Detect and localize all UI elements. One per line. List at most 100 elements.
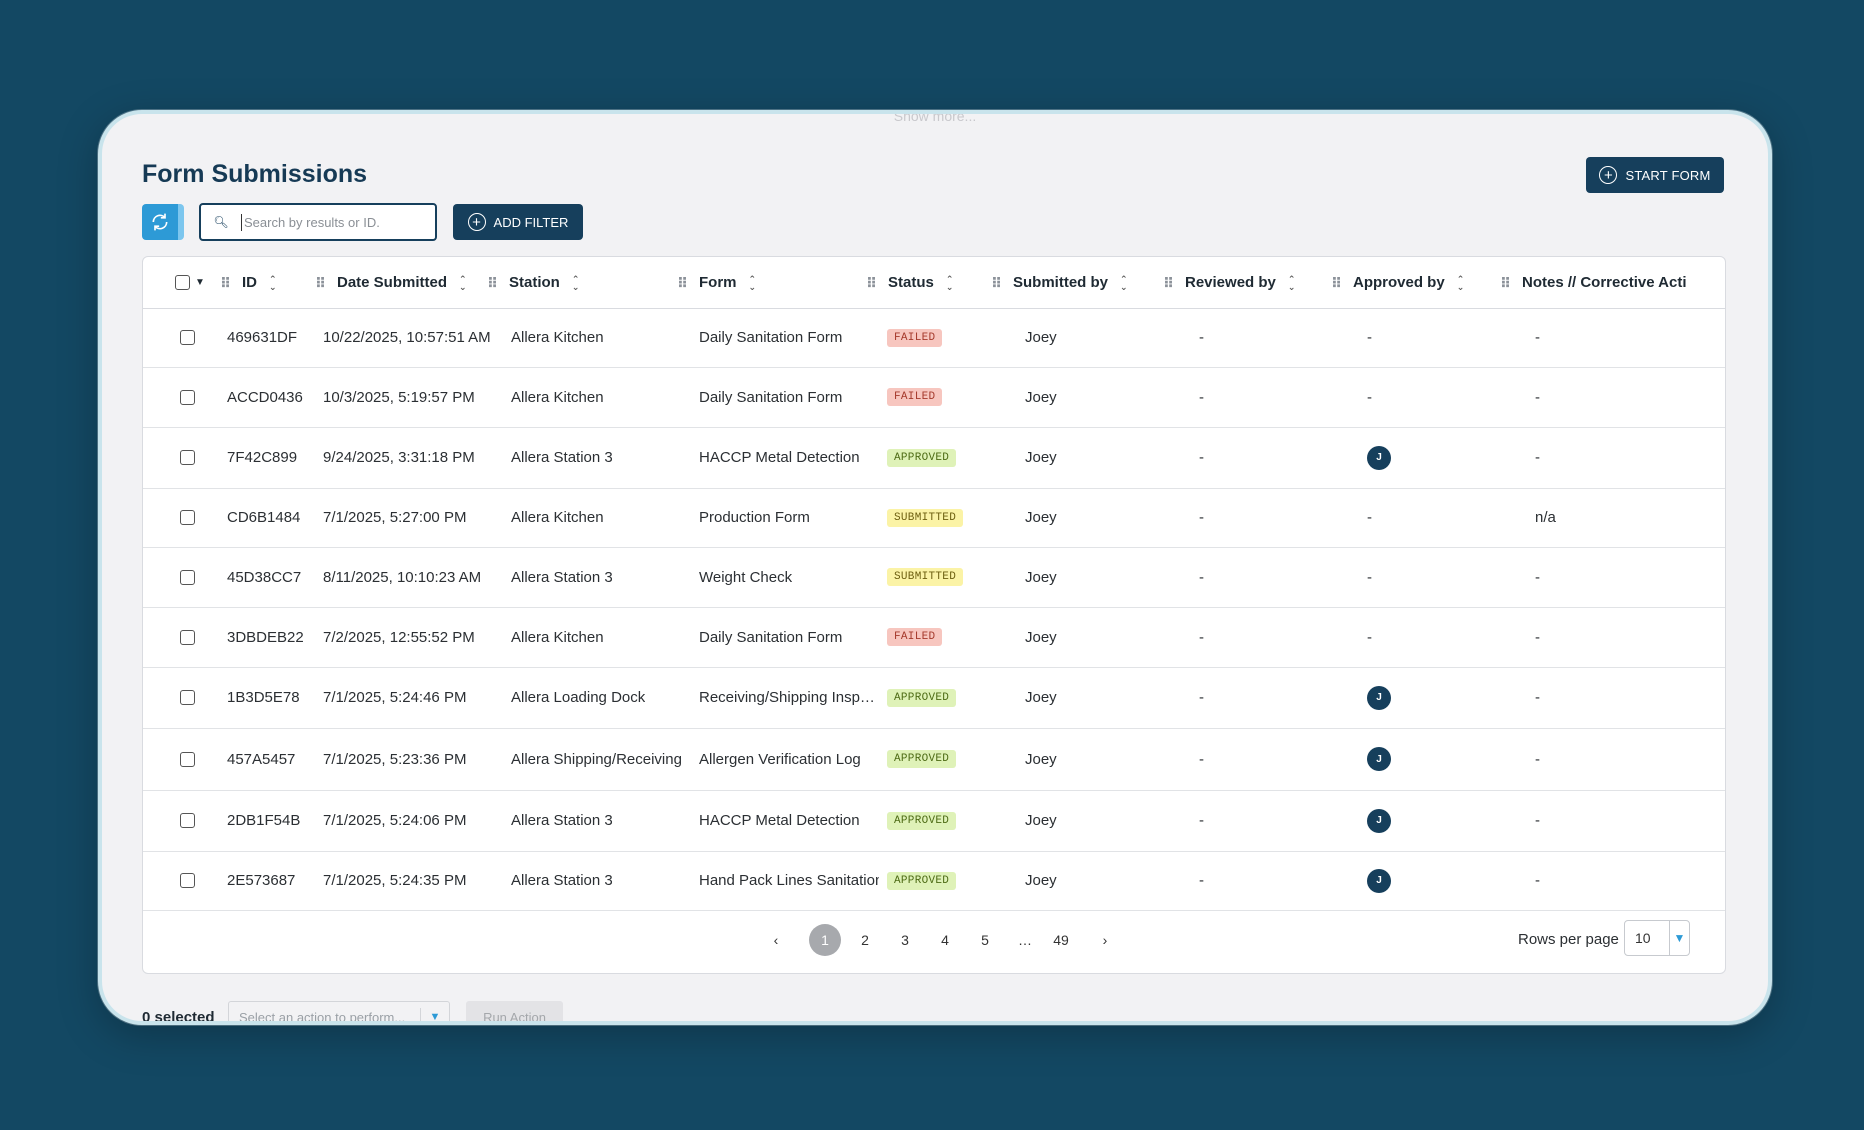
avatar[interactable]: J: [1367, 747, 1391, 771]
cell-text: Allera Loading Dock: [511, 689, 646, 706]
table-row[interactable]: 3DBDEB22 7/2/2025, 12:55:52 PM Allera Kitc…: [143, 607, 1725, 668]
cell-text: Daily Sanitation Form: [699, 329, 843, 346]
caret-down-icon[interactable]: ▼: [420, 1008, 449, 1021]
avatar[interactable]: J: [1367, 685, 1391, 710]
column-header-approved-by[interactable]: ⠿ Approved by ⌃ ⌄: [1331, 257, 1464, 308]
table-row[interactable]: 457A5457 7/1/2025, 5:23:36 PM Allera Shipp…: [143, 728, 1725, 791]
sort-icon[interactable]: ⌃ ⌄: [1287, 273, 1296, 292]
cell-reviewed-by: -: [1199, 607, 1204, 667]
row-select-cell: [180, 308, 195, 367]
row-checkbox[interactable]: [180, 569, 195, 585]
next-page-button[interactable]: ›: [1102, 932, 1108, 948]
drag-handle-icon[interactable]: ⠿: [866, 274, 877, 291]
cell-submitted-by: Joey: [1025, 308, 1057, 367]
table-row[interactable]: 2DB1F54B 7/1/2025, 5:24:06 PM Allera Stati…: [143, 790, 1725, 852]
cell-status: FAILED: [887, 607, 943, 667]
action-select[interactable]: Select an action to perform... ▼: [228, 1001, 450, 1021]
cell-reviewed-by: -: [1199, 367, 1204, 427]
rows-per-page-select[interactable]: 10 ▼: [1624, 920, 1690, 956]
column-header-submitted-by[interactable]: ⠿ Submitted by ⌃ ⌄: [991, 257, 1128, 308]
cell-submitted-by: Joey: [1025, 427, 1057, 488]
cell-text: -: [1367, 568, 1372, 586]
search-input[interactable]: [241, 213, 426, 231]
row-checkbox[interactable]: [180, 751, 195, 767]
caret-down-icon[interactable]: ▼: [1669, 921, 1689, 955]
add-filter-button[interactable]: + ADD FILTER: [453, 204, 583, 240]
drag-handle-icon[interactable]: ⠿: [487, 274, 498, 291]
column-header-station[interactable]: ⠿ Station ⌃ ⌄: [487, 257, 579, 308]
cell-form: Production Form: [699, 488, 810, 547]
column-header-reviewed-by[interactable]: ⠿ Reviewed by ⌃ ⌄: [1163, 257, 1295, 308]
run-action-button[interactable]: Run Action: [466, 1001, 563, 1021]
table-row[interactable]: CD6B1484 7/1/2025, 5:27:00 PM Allera Kitch…: [143, 488, 1725, 548]
row-checkbox[interactable]: [180, 813, 195, 828]
cell-approved-by: -: [1367, 488, 1372, 547]
start-form-button[interactable]: + START FORM: [1586, 157, 1724, 193]
table-row[interactable]: 1B3D5E78 7/1/2025, 5:24:46 PM Allera Loadi…: [143, 667, 1725, 729]
drag-handle-icon[interactable]: ⠿: [315, 274, 326, 291]
row-checkbox[interactable]: [180, 450, 195, 465]
column-header-id[interactable]: ⠿ ID ⌃ ⌄: [220, 257, 277, 308]
drag-handle-icon[interactable]: ⠿: [1500, 274, 1511, 291]
table-row[interactable]: 2E573687 7/1/2025, 5:24:35 PM Allera Stati…: [143, 851, 1725, 911]
caret-down-icon[interactable]: ▼: [195, 277, 205, 288]
row-checkbox[interactable]: [180, 690, 195, 705]
cell-text: -: [1535, 628, 1540, 646]
row-select-cell: [180, 547, 195, 607]
cell-notes: -: [1535, 607, 1540, 667]
row-checkbox[interactable]: [180, 510, 195, 525]
page-button-5[interactable]: 5: [981, 932, 989, 948]
sort-icon[interactable]: ⌃ ⌄: [1120, 273, 1128, 292]
sort-icon[interactable]: ⌃ ⌄: [945, 273, 954, 292]
cell-station: Allera Kitchen: [511, 607, 604, 667]
rows-per-page-label: Rows per page: [1518, 931, 1619, 948]
row-select-cell: [180, 728, 195, 790]
cell-text: 7/1/2025, 5:23:36 PM: [323, 750, 467, 768]
sort-icon[interactable]: ⌃ ⌄: [571, 273, 580, 292]
drag-handle-icon[interactable]: ⠿: [677, 274, 688, 291]
drag-handle-icon[interactable]: ⠿: [1331, 274, 1342, 291]
avatar[interactable]: J: [1367, 868, 1391, 893]
page-button-4[interactable]: 4: [941, 932, 949, 948]
row-checkbox[interactable]: [180, 389, 195, 405]
select-all-checkbox[interactable]: [175, 275, 190, 290]
cell-text: Allera Kitchen: [511, 628, 604, 646]
cell-form: HACCP Metal Detection: [699, 427, 860, 488]
cell-form: Allergen Verification Log: [699, 728, 861, 790]
column-header-notes[interactable]: ⠿ Notes // Corrective Acti: [1500, 257, 1687, 308]
column-header-status[interactable]: ⠿ Status ⌃ ⌄: [866, 257, 953, 308]
page-button-3[interactable]: 3: [901, 932, 909, 948]
cell-form: Daily Sanitation Form: [699, 308, 842, 367]
cell-station: Allera Station 3: [511, 547, 613, 607]
select-all-control[interactable]: ▼: [175, 257, 205, 308]
table-row[interactable]: 469631DF 10/22/2025, 10:57:51 AM Allera Ki…: [143, 308, 1725, 368]
table-row[interactable]: 7F42C899 9/24/2025, 3:31:18 PM Allera Stat…: [143, 427, 1725, 489]
column-header-date-submitted[interactable]: ⠿ Date Submitted ⌃ ⌄: [315, 257, 467, 308]
column-header-form[interactable]: ⠿ Form ⌃ ⌄: [677, 257, 756, 308]
page-button-2[interactable]: 2: [861, 932, 869, 948]
refresh-button[interactable]: [142, 204, 184, 240]
avatar[interactable]: J: [1367, 445, 1391, 470]
sort-icon[interactable]: ⌃ ⌄: [459, 273, 467, 292]
page-button-1[interactable]: 1: [809, 924, 841, 956]
sort-icon[interactable]: ⌃ ⌄: [269, 273, 277, 292]
avatar[interactable]: J: [1367, 808, 1391, 833]
prev-page-button[interactable]: ‹: [773, 932, 779, 948]
drag-handle-icon[interactable]: ⠿: [1163, 274, 1174, 291]
plus-circle-icon: +: [467, 213, 486, 231]
sort-icon[interactable]: ⌃ ⌄: [1456, 273, 1465, 292]
sort-icon[interactable]: ⌃ ⌄: [748, 273, 757, 292]
cell-text: -: [1199, 568, 1204, 586]
cell-status: SUBMITTED: [887, 547, 964, 607]
drag-handle-icon[interactable]: ⠿: [991, 274, 1002, 291]
page-button-49[interactable]: 49: [1053, 932, 1069, 948]
row-checkbox[interactable]: [180, 330, 195, 345]
table-row[interactable]: ACCD0436 10/3/2025, 5:19:57 PM Allera Kitc…: [143, 367, 1725, 428]
cell-text: HACCP Metal Detection: [699, 449, 860, 466]
table-row[interactable]: 45D38CC7 8/11/2025, 10:10:23 AM Allera Sta…: [143, 547, 1725, 608]
row-checkbox[interactable]: [180, 873, 195, 888]
drag-handle-icon[interactable]: ⠿: [220, 274, 231, 291]
show-more-hint[interactable]: Show more...: [893, 110, 977, 124]
row-checkbox[interactable]: [180, 629, 195, 645]
cell-status: APPROVED: [887, 427, 957, 488]
